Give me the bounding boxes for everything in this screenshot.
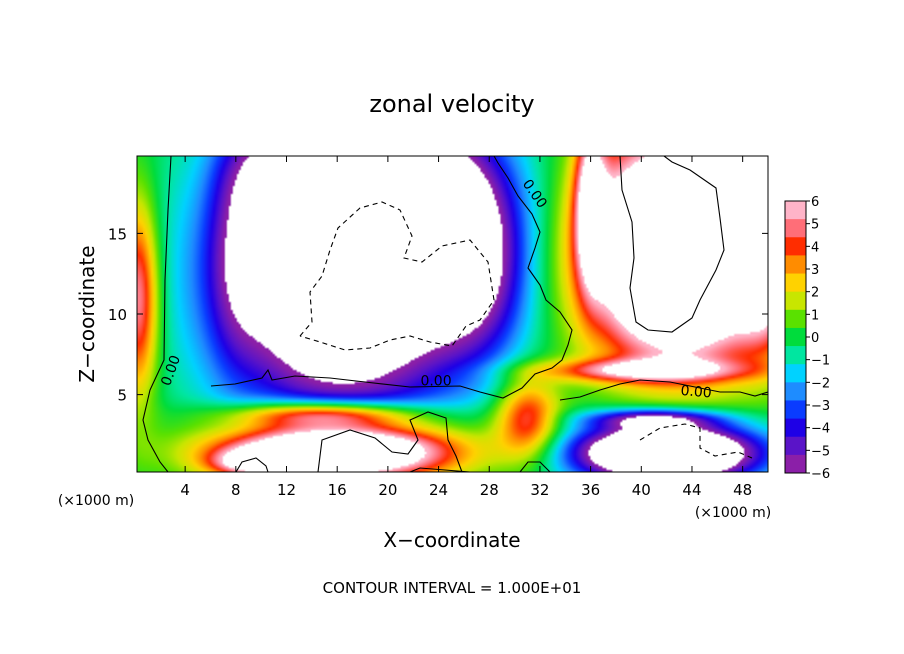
y-tick-label: 15: [108, 225, 127, 243]
x-tick-label: 36: [581, 481, 600, 499]
contour-label: 0.00: [420, 374, 451, 390]
colorbar-swatch: [785, 382, 806, 401]
x-tick-label: 48: [733, 481, 752, 499]
colorbar-swatch: [785, 291, 806, 311]
colorbar-swatch: [785, 327, 806, 347]
y-axis: 5 10 15: [108, 225, 768, 405]
zero-contour-main: [142, 156, 172, 472]
negative-contour-bottom-right: [639, 423, 753, 459]
zero-contour-bottom-left: [235, 457, 269, 472]
contour-lines: [142, 156, 768, 472]
x-tick-label: 32: [530, 481, 549, 499]
x-tick-label: 40: [632, 481, 651, 499]
colorbar-tick-label: −3: [811, 399, 830, 414]
x-axis: 4 8 12 16 20 24 28 32 36 40 44 48: [180, 156, 752, 499]
contour-interval-note: CONTOUR INTERVAL = 1.000E+01: [323, 579, 582, 597]
x-unit-right: (×1000 m): [695, 505, 771, 521]
x-tick-label: 44: [682, 481, 701, 499]
positive-contour-bottom: [317, 411, 463, 472]
y-tick-label: 10: [108, 306, 127, 324]
x-tick-label: 16: [328, 481, 347, 499]
colorbar-tick-label: 1: [811, 308, 819, 323]
chart-title: zonal velocity: [369, 90, 534, 118]
colorbar-tick-label: 6: [811, 195, 819, 210]
colorbar-tick-label: 4: [811, 240, 819, 255]
colorbar-swatch: [785, 346, 806, 365]
velocity-field: [137, 156, 768, 472]
zero-contour-right: [559, 379, 768, 401]
colorbar-tick-label: −1: [811, 354, 830, 369]
x-tick-label: 24: [429, 481, 448, 499]
negative-contour-center: [299, 201, 495, 351]
contour-label: 0.00: [680, 383, 712, 402]
x-tick-label: 28: [480, 481, 499, 499]
x-tick-label: 12: [277, 481, 296, 499]
x-tick-label: 8: [231, 481, 241, 499]
colorbar-swatch: [785, 201, 806, 220]
colorbar-swatch: [785, 255, 806, 275]
colorbar-tick-label: 2: [811, 286, 819, 301]
colorbar-tick-label: −2: [811, 376, 830, 391]
colorbar-swatch: [785, 364, 806, 383]
colorbar-tick-label: −6: [811, 467, 830, 482]
plot-area: 0.00 0.000.000.00: [136, 155, 769, 473]
x-axis-label: X−coordinate: [383, 528, 520, 552]
colorbar-swatch: [785, 219, 806, 238]
x-tick-label: 4: [180, 481, 190, 499]
colorbar-tick-label: 3: [811, 263, 819, 278]
colorbar-tick-label: 5: [811, 218, 819, 233]
colorbar: 6 5 4 3 2 1 0 −1 −2 −3 −4 −5 −6: [784, 195, 830, 482]
colorbar-tick-label: 0: [811, 331, 819, 346]
colorbar-swatch: [785, 237, 806, 256]
colorbar-swatch: [785, 454, 806, 474]
colorbar-swatch: [785, 309, 806, 329]
y-tick-label: 5: [117, 387, 127, 405]
colorbar-tick-label: −5: [811, 444, 830, 459]
colorbar-swatch: [785, 273, 806, 293]
colorbar-tick-label: −4: [811, 422, 830, 437]
x-tick-label: 20: [378, 481, 397, 499]
colorbar-swatch: [785, 418, 806, 438]
colorbar-swatch: [785, 436, 806, 456]
positive-contour-upper-right: [619, 156, 725, 333]
x-unit-left: (×1000 m): [58, 493, 134, 509]
colorbar-swatch: [785, 400, 806, 420]
y-axis-label: Z−coordinate: [75, 245, 99, 382]
zero-contour-horizontal: [210, 156, 573, 399]
zero-contour-lower: [408, 461, 551, 472]
